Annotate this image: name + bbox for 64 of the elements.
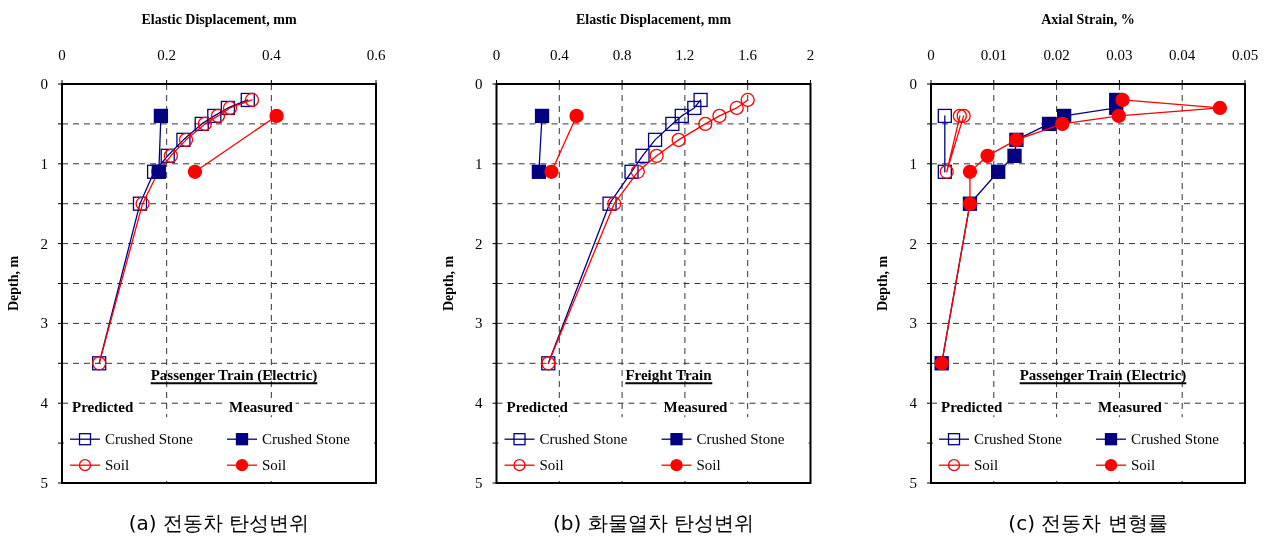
y-tick-label: 4 <box>40 395 49 412</box>
x-tick-label: 0.4 <box>549 47 570 63</box>
legend-label: Crushed Stone <box>696 431 785 448</box>
y-tick-label: 1 <box>40 155 48 172</box>
legend-label: Soil <box>105 457 130 474</box>
y-tick-label: 2 <box>40 235 48 252</box>
y-tick-label: 3 <box>40 315 48 332</box>
y-tick-label: 4 <box>909 395 918 412</box>
x-tick-label: 1.6 <box>738 47 758 63</box>
x-axis-title: Elastic Displacement, mm <box>575 12 732 27</box>
y-tick-label: 0 <box>40 76 48 92</box>
x-tick-label: 0.02 <box>1043 47 1070 63</box>
y-tick-label: 5 <box>40 475 48 491</box>
x-tick-label: 0 <box>927 47 935 63</box>
x-tick-label: 0.8 <box>612 47 632 63</box>
y-tick-label: 5 <box>475 475 483 491</box>
x-tick-label: 2 <box>806 47 815 63</box>
x-axis-title: Elastic Displacement, mm <box>141 12 297 27</box>
x-tick-label: 0.01 <box>980 47 1007 63</box>
x-tick-label: 0.04 <box>1169 47 1196 63</box>
annotation: Measured <box>229 399 294 416</box>
text: (c) 전동차 변형률 <box>1008 511 1168 535</box>
x-tick-label: 0 <box>492 47 501 63</box>
y-tick-label: 3 <box>475 315 483 332</box>
y-axis-title: Depth, m <box>6 255 21 312</box>
y-tick-label: 4 <box>475 395 483 412</box>
x-tick-label: 1.2 <box>675 47 695 63</box>
annotation: Freight Train <box>625 367 713 384</box>
annotation: Measured <box>1098 399 1163 416</box>
annotation: Passenger Train (Electric) <box>150 367 318 385</box>
annotation: Measured <box>663 399 729 416</box>
text: (b) 화물열차 탄성변위 <box>552 511 755 535</box>
y-tick-label: 3 <box>909 315 917 332</box>
y-tick-label: 1 <box>909 155 917 172</box>
annotation: Passenger Train (Electric) <box>1019 367 1187 385</box>
legend-label: Soil <box>1131 457 1156 474</box>
text: (a) 전동차 탄성변위 <box>128 511 310 535</box>
annotation: Predicted <box>941 399 1004 416</box>
y-tick-label: 2 <box>909 235 917 252</box>
legend-label: Soil <box>696 457 721 474</box>
x-tick-label: 0.6 <box>366 47 386 63</box>
y-tick-label: 0 <box>909 76 917 92</box>
legend-label: Crushed Stone <box>1131 431 1220 448</box>
y-tick-label: 5 <box>909 475 917 491</box>
annotation: Predicted <box>506 399 569 416</box>
x-tick-label: 0.03 <box>1106 47 1133 63</box>
x-tick-label: 0.05 <box>1231 47 1259 63</box>
legend-label: Soil <box>974 457 999 474</box>
x-tick-label: 0 <box>58 47 66 63</box>
legend-label: Soil <box>539 457 564 474</box>
y-axis-title: Depth, m <box>875 255 890 312</box>
x-tick-label: 0.4 <box>261 47 282 63</box>
y-tick-label: 1 <box>475 155 483 172</box>
y-axis-title: Depth, m <box>440 255 456 312</box>
legend-label: Crushed Stone <box>105 431 194 448</box>
legend-label: Crushed Stone <box>974 431 1063 448</box>
legend-label: Crushed Stone <box>262 431 351 448</box>
legend-label: Crushed Stone <box>539 431 628 448</box>
y-tick-label: 2 <box>475 235 483 252</box>
annotation: Predicted <box>72 399 135 416</box>
x-axis-title: Axial Strain, % <box>1041 12 1135 27</box>
y-tick-label: 0 <box>475 76 483 92</box>
x-tick-label: 0.2 <box>157 47 177 63</box>
legend-label: Soil <box>262 457 287 474</box>
